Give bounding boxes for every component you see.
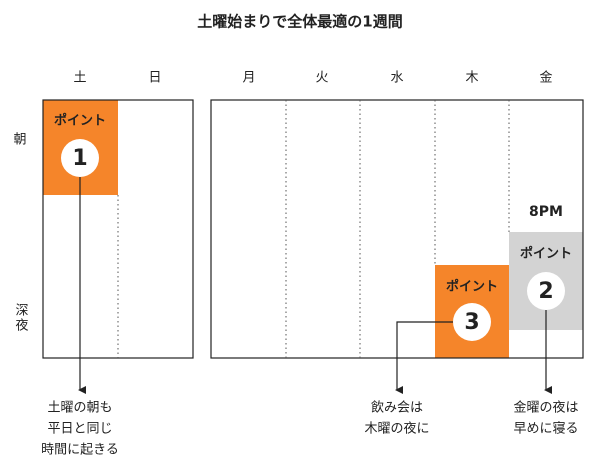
row-label: 深夜 bbox=[13, 303, 29, 333]
point-label: ポイント bbox=[446, 279, 498, 295]
day-label: 水 bbox=[390, 71, 403, 86]
day-label: 木 bbox=[465, 71, 478, 86]
caption-line: 時間に起きる bbox=[41, 443, 119, 458]
point-label: ポイント bbox=[54, 113, 106, 129]
caption-line: 早めに寝る bbox=[513, 421, 578, 437]
title: 土曜始まりで全体最適の1週間 bbox=[197, 13, 402, 31]
arrows bbox=[78, 177, 552, 394]
point-label: ポイント bbox=[520, 246, 572, 262]
day-dividers bbox=[117, 100, 510, 358]
day-label: 日 bbox=[148, 71, 161, 86]
day-label: 火 bbox=[315, 71, 328, 86]
caption-line: 飲み会は bbox=[371, 400, 423, 416]
day-label: 月 bbox=[242, 71, 255, 86]
point-circles bbox=[61, 139, 565, 341]
day-label: 土 bbox=[73, 71, 86, 86]
caption-line: 土曜の朝も bbox=[47, 401, 112, 416]
caption-line: 金曜の夜は bbox=[513, 400, 578, 416]
caption-line: 木曜の夜に bbox=[364, 422, 429, 437]
point-number: 3 bbox=[464, 310, 479, 335]
row-label: 朝 bbox=[13, 133, 26, 148]
day-label: 金 bbox=[539, 70, 552, 86]
point-number: 2 bbox=[538, 279, 553, 304]
point-number: 1 bbox=[72, 146, 87, 171]
caption-line: 平日と同じ bbox=[47, 422, 112, 437]
point-time: 8PM bbox=[529, 204, 563, 220]
